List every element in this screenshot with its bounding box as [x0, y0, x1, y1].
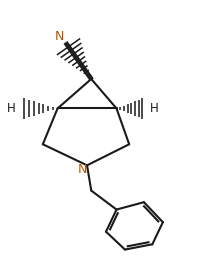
- Text: H: H: [7, 102, 16, 115]
- Text: N: N: [78, 163, 88, 176]
- Text: H: H: [150, 102, 159, 115]
- Text: N: N: [55, 30, 64, 43]
